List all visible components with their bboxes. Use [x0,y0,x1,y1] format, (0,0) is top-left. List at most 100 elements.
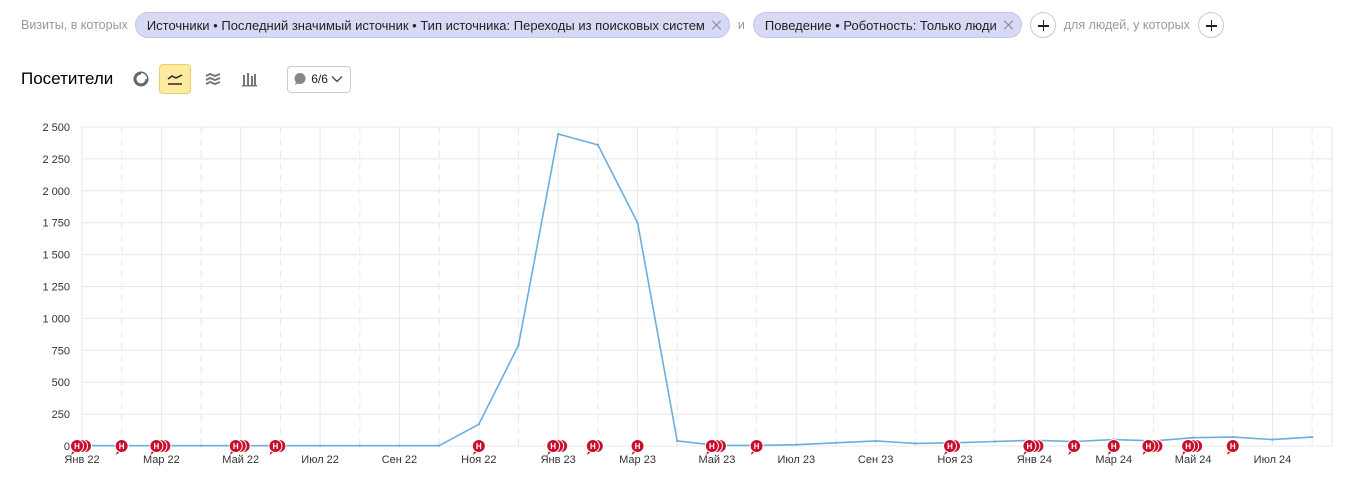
annotation-marker[interactable]: Н [1141,439,1164,456]
y-tick-label: 2 000 [42,186,70,198]
annotation-marker[interactable]: Н [1022,439,1045,456]
annotation-label: Н [1071,442,1077,451]
chart-series [80,132,1314,447]
close-icon[interactable] [1003,19,1015,31]
line-chart-icon [167,74,183,85]
annotation-label: Н [947,442,953,451]
x-tick-label: Янв 24 [1017,454,1052,466]
annotation-label: Н [550,442,556,451]
annotation-marker[interactable]: Н [1106,439,1121,456]
y-tick-label: 0 [64,441,70,453]
annotation-marker[interactable]: Н [585,439,604,456]
data-point [596,143,600,147]
filter-chip-source[interactable]: Источники • Последний значимый источник … [134,12,730,38]
annotation-bubble [943,439,958,453]
data-point [636,221,639,224]
pie-chart-icon [133,71,149,87]
annotation-label: Н [590,442,596,451]
x-tick-label: Май 24 [1175,454,1212,466]
pie-chart-button[interactable] [125,64,157,94]
annotation-label: Н [153,442,159,451]
annotation-marker[interactable]: Н [268,439,287,456]
y-tick-label: 500 [52,377,70,389]
data-point [398,444,401,447]
y-tick-label: 750 [52,345,70,357]
annotation-label: Н [754,442,760,451]
data-point [795,443,798,446]
annotation-label: Н [476,442,482,451]
annotation-bubble [630,439,645,453]
y-tick-label: 1 000 [42,313,70,325]
annotation-label: Н [1111,442,1117,451]
x-tick-label: Янв 23 [541,454,576,466]
add-people-condition-button[interactable] [1197,12,1224,38]
bar-chart-button[interactable] [233,64,265,94]
segment-filter-bar: Визиты, в которых Источники • Последний … [21,11,1224,39]
annotation-bubble [149,439,164,453]
annotation-bubble [471,439,486,453]
data-point [437,444,441,447]
annotation-bubble [228,439,243,453]
visitors-line-chart: 0 250 500 750 1 000 1 250 1 500 1 750 2 000 2 250… [42,122,1333,466]
y-tick-label: 1 750 [42,218,70,230]
filter-chip-robotness[interactable]: Поведение • Роботность: Только люди [752,12,1022,38]
area-chart-button[interactable] [197,64,229,94]
data-point [199,444,203,447]
x-tick-label: Мар 22 [143,454,180,466]
x-tick-label: Сен 23 [858,454,893,466]
data-point [874,439,877,443]
chart-toolbar: Посетители 6/6 [21,64,351,94]
annotation-label: Н [74,442,80,451]
annotation-label: Н [1146,442,1152,451]
annotation-marker[interactable]: Н [1181,439,1204,456]
annotation-marker[interactable]: Н [70,439,92,456]
annotation-label: Н [1026,442,1032,451]
series-line [82,132,1313,447]
annotation-marker[interactable]: Н [630,439,645,456]
and-label: и [737,18,745,32]
annotation-marker[interactable]: Н [114,439,129,456]
x-tick-label: Ноя 23 [937,454,972,466]
data-point [1310,435,1314,439]
y-tick-label: 1 500 [42,250,70,262]
visits-condition-label: Визиты, в которых [21,18,128,32]
annotation-label: Н [709,442,715,451]
annotations-button[interactable]: 6/6 [287,65,351,93]
annotation-marker[interactable]: Н [228,439,251,456]
data-point [1231,435,1234,439]
x-tick-label: Май 22 [222,454,259,466]
annotation-marker[interactable]: Н [943,439,962,456]
y-tick-label: 2 250 [42,154,70,166]
annotation-bubble [1141,439,1156,453]
x-axis: Янв 22 Мар 22 Май 22 Июл 22 Сен 22 Ноя 22 Янв … [64,454,1291,466]
annotation-label: Н [119,442,125,451]
annotation-marker[interactable]: Н [149,439,172,456]
x-tick-label: Июл 22 [301,454,339,466]
y-tick-label: 250 [52,409,70,421]
annotation-marker[interactable]: Н [704,439,727,456]
annotation-bubble [1181,439,1196,453]
data-point [1191,436,1195,439]
annotation-marker[interactable]: Н [546,439,569,456]
annotation-bubble [704,439,719,453]
chart-grid [81,126,1333,447]
y-tick-label: 2 500 [42,122,70,134]
annotation-bubble [749,439,764,453]
annotation-marker[interactable]: Н [749,439,764,456]
x-tick-label: Мар 24 [1095,454,1132,466]
annotation-bubble [70,439,84,453]
x-tick-label: Июл 24 [1254,454,1292,466]
annotation-label: Н [1185,442,1191,451]
line-chart-button[interactable] [159,64,192,94]
data-point [676,439,679,443]
annotation-marker[interactable]: Н [1067,439,1082,456]
annotation-marker[interactable]: Н [1225,439,1240,456]
data-point [834,441,838,445]
annotation-marker[interactable]: Н [471,439,486,456]
data-point [477,423,481,426]
filter-chip-robotness-label: Поведение • Роботность: Только люди [764,17,997,33]
bar-chart-icon [242,72,258,86]
add-visit-condition-button[interactable] [1029,12,1056,38]
close-icon[interactable] [711,19,723,31]
